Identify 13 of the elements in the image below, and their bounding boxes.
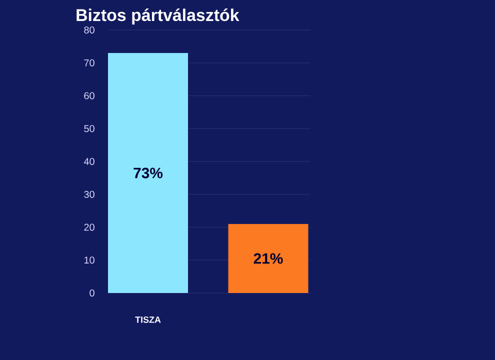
x-tick-label: TISZA [135,316,161,323]
data-label: 73% [134,168,163,178]
y-tick-label: 20 [84,224,94,231]
chart-title: Biztos pártválasztók [76,8,240,24]
y-tick-label: 10 [84,256,94,264]
y-tick-label: 80 [84,26,94,34]
y-tick-label: 0 [90,289,94,297]
y-tick-label: 40 [84,158,94,166]
y-tick-label: 30 [84,190,94,198]
y-tick-label: 60 [84,92,94,100]
y-tick-label: 70 [84,59,94,66]
data-label: 21% [254,253,283,264]
y-tick-label: 50 [84,125,94,132]
